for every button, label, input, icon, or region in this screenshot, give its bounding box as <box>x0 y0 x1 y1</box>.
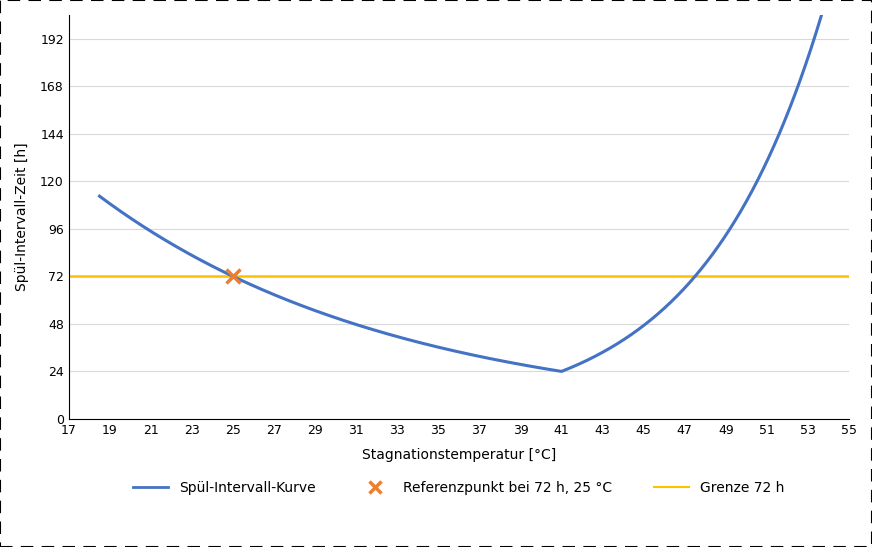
Y-axis label: Spül-Intervall-Zeit [h]: Spül-Intervall-Zeit [h] <box>15 143 29 292</box>
X-axis label: Stagnationstemperatur [°C]: Stagnationstemperatur [°C] <box>362 448 556 462</box>
Legend: Spül-Intervall-Kurve, Referenzpunkt bei 72 h, 25 °C, Grenze 72 h: Spül-Intervall-Kurve, Referenzpunkt bei … <box>128 476 790 501</box>
